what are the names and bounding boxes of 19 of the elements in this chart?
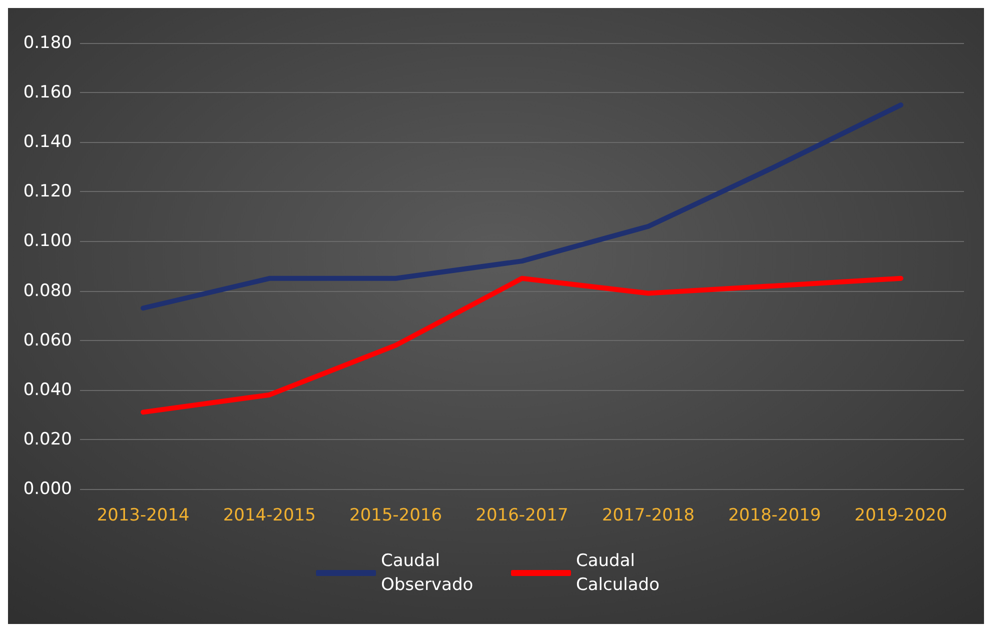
y-tick-label: 0.060 xyxy=(23,330,72,350)
legend-label: Caudal Observado xyxy=(381,551,474,595)
y-tick-label: 0.140 xyxy=(23,132,72,152)
x-tick-label: 2013-2014 xyxy=(96,506,190,526)
y-tick-label: 0.180 xyxy=(23,33,72,53)
x-tick-label: 2016-2017 xyxy=(476,506,568,526)
x-tick-label: 2014-2015 xyxy=(223,506,316,526)
x-tick-label: 2018-2019 xyxy=(728,506,821,526)
y-tick-label: 0.120 xyxy=(23,182,72,202)
y-tick-label: 0.100 xyxy=(23,231,72,252)
y-tick-label: 0.040 xyxy=(23,380,72,400)
y-tick-label: 0.020 xyxy=(23,429,72,450)
x-tick-label: 2017-2018 xyxy=(602,506,695,526)
x-tick-label: 2019-2020 xyxy=(854,506,948,526)
x-tick-label: 2015-2016 xyxy=(349,506,442,526)
y-tick-label: 0.080 xyxy=(23,280,72,301)
y-tick-label: 0.000 xyxy=(23,479,72,499)
y-tick-label: 0.160 xyxy=(23,82,72,103)
legend-label: Caudal Calculado xyxy=(576,551,660,595)
